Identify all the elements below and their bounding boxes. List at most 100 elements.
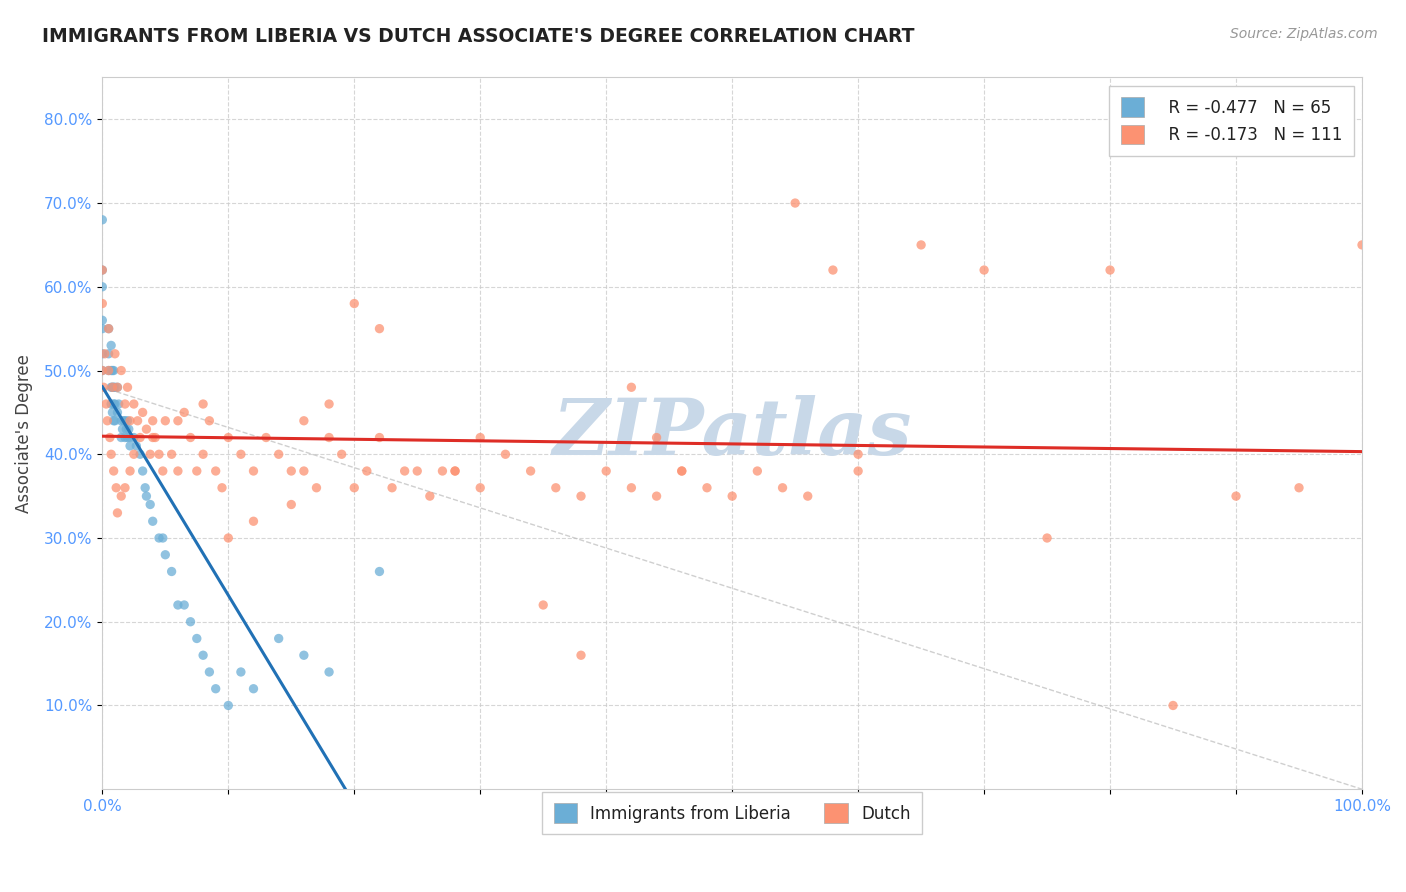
Point bbox=[973, 263, 995, 277]
Point bbox=[111, 422, 134, 436]
Point bbox=[97, 321, 120, 335]
Point bbox=[204, 464, 226, 478]
Point bbox=[280, 464, 302, 478]
Point bbox=[103, 414, 125, 428]
Point bbox=[368, 321, 391, 335]
Point bbox=[796, 489, 818, 503]
Point bbox=[318, 430, 340, 444]
Point bbox=[330, 447, 353, 461]
Point bbox=[671, 464, 693, 478]
Point bbox=[103, 397, 125, 411]
Point bbox=[94, 397, 117, 411]
Point bbox=[107, 506, 129, 520]
Point bbox=[103, 464, 125, 478]
Point bbox=[721, 489, 744, 503]
Point bbox=[91, 263, 114, 277]
Point bbox=[104, 347, 127, 361]
Point bbox=[1036, 531, 1059, 545]
Point bbox=[186, 632, 208, 646]
Point bbox=[114, 481, 136, 495]
Point bbox=[103, 380, 125, 394]
Point bbox=[519, 464, 541, 478]
Point bbox=[595, 464, 617, 478]
Point bbox=[107, 380, 129, 394]
Point bbox=[100, 397, 122, 411]
Point bbox=[97, 363, 120, 377]
Point bbox=[217, 698, 239, 713]
Point bbox=[444, 464, 467, 478]
Point bbox=[1161, 698, 1184, 713]
Point bbox=[91, 263, 114, 277]
Point bbox=[569, 648, 592, 663]
Point bbox=[368, 565, 391, 579]
Point bbox=[131, 464, 153, 478]
Point bbox=[135, 422, 157, 436]
Point bbox=[179, 430, 201, 444]
Point bbox=[110, 489, 132, 503]
Point bbox=[114, 430, 136, 444]
Point bbox=[254, 430, 277, 444]
Point bbox=[91, 313, 114, 327]
Point bbox=[122, 397, 145, 411]
Point bbox=[343, 481, 366, 495]
Point bbox=[122, 430, 145, 444]
Point bbox=[105, 481, 128, 495]
Point bbox=[101, 363, 124, 377]
Point bbox=[267, 447, 290, 461]
Point bbox=[96, 414, 118, 428]
Point bbox=[229, 665, 252, 679]
Point bbox=[191, 648, 214, 663]
Point bbox=[100, 363, 122, 377]
Point bbox=[117, 414, 139, 428]
Point bbox=[98, 430, 121, 444]
Point bbox=[122, 447, 145, 461]
Point bbox=[100, 338, 122, 352]
Point bbox=[91, 347, 114, 361]
Point bbox=[229, 447, 252, 461]
Point bbox=[110, 430, 132, 444]
Point bbox=[103, 363, 125, 377]
Point bbox=[97, 363, 120, 377]
Point bbox=[104, 414, 127, 428]
Point bbox=[645, 430, 668, 444]
Point bbox=[292, 648, 315, 663]
Point bbox=[104, 380, 127, 394]
Point bbox=[1288, 481, 1310, 495]
Point bbox=[152, 531, 174, 545]
Point bbox=[620, 481, 643, 495]
Point bbox=[494, 447, 516, 461]
Point bbox=[142, 514, 165, 528]
Point bbox=[620, 380, 643, 394]
Point bbox=[569, 489, 592, 503]
Point bbox=[305, 481, 328, 495]
Point bbox=[100, 447, 122, 461]
Point bbox=[107, 397, 129, 411]
Point bbox=[91, 280, 114, 294]
Point bbox=[112, 414, 135, 428]
Point bbox=[910, 238, 932, 252]
Point bbox=[173, 598, 195, 612]
Point bbox=[242, 514, 264, 528]
Point bbox=[125, 439, 148, 453]
Point bbox=[343, 296, 366, 310]
Text: ZIPatlas: ZIPatlas bbox=[553, 395, 912, 472]
Point bbox=[267, 632, 290, 646]
Point bbox=[747, 464, 769, 478]
Point bbox=[110, 363, 132, 377]
Point bbox=[292, 464, 315, 478]
Point bbox=[821, 263, 844, 277]
Point bbox=[167, 464, 190, 478]
Y-axis label: Associate's Degree: Associate's Degree bbox=[15, 354, 32, 513]
Point bbox=[204, 681, 226, 696]
Point bbox=[91, 296, 114, 310]
Point bbox=[118, 430, 141, 444]
Point bbox=[131, 405, 153, 419]
Point bbox=[91, 363, 114, 377]
Point bbox=[242, 681, 264, 696]
Point bbox=[117, 430, 139, 444]
Point bbox=[91, 212, 114, 227]
Point bbox=[91, 321, 114, 335]
Point bbox=[97, 321, 120, 335]
Point bbox=[127, 414, 149, 428]
Point bbox=[470, 481, 492, 495]
